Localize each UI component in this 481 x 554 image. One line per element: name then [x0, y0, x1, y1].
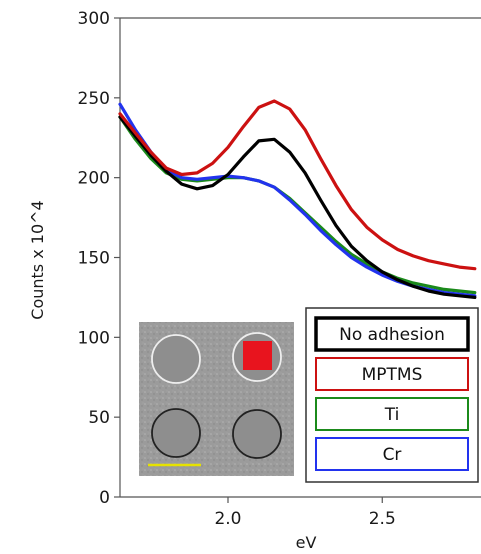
- legend-swatch-box: [315, 397, 469, 431]
- legend-swatch-box: [315, 357, 469, 391]
- legend-label: MPTMS: [362, 365, 423, 385]
- y-tick-label: 100: [78, 328, 110, 348]
- y-tick-label: 0: [99, 488, 110, 508]
- legend: No adhesion MPTMS Ti Cr: [305, 307, 479, 483]
- x-axis-label: eV: [296, 533, 317, 552]
- inset-highlight-square: [243, 341, 272, 370]
- y-tick-label: 200: [78, 169, 110, 189]
- legend-label: Ti: [384, 405, 400, 425]
- legend-label: No adhesion: [339, 325, 445, 345]
- y-tick-label: 300: [78, 9, 110, 29]
- inset-disk-top-left: [151, 334, 201, 384]
- legend-swatch-box: [315, 437, 469, 471]
- y-axis-label: Counts x 10^4: [28, 200, 47, 319]
- inset-disk-bottom-right: [232, 409, 282, 459]
- y-tick-label: 50: [88, 408, 110, 428]
- legend-items: No adhesion MPTMS Ti Cr: [314, 316, 470, 471]
- series-line-ti: [118, 115, 477, 295]
- legend-swatch-box: [314, 316, 470, 352]
- series-line-cr: [118, 102, 477, 298]
- y-tick-label: 150: [78, 249, 110, 269]
- inset-micrograph: [139, 322, 294, 476]
- y-ticks: 0 50 100 150 200 250 300: [78, 9, 120, 508]
- legend-label: Cr: [383, 445, 402, 465]
- series-layer: [118, 99, 477, 299]
- y-tick-label: 250: [78, 89, 110, 109]
- series-line-no-adhesion: [118, 115, 477, 299]
- x-tick-label: 2.5: [369, 509, 396, 529]
- inset-disk-bottom-left: [151, 408, 201, 458]
- x-ticks: 2.0 2.5: [214, 497, 396, 529]
- x-tick-label: 2.0: [214, 509, 241, 529]
- series-line-mptms: [118, 99, 477, 271]
